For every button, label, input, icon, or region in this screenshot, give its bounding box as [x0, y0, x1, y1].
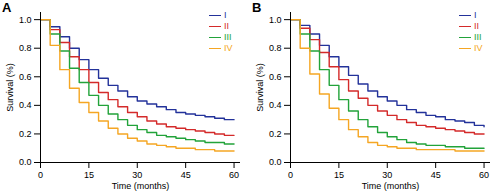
svg-text:0.6: 0.6 [19, 72, 32, 82]
svg-text:0: 0 [38, 170, 43, 180]
svg-text:Time (months): Time (months) [112, 181, 170, 191]
svg-text:15: 15 [334, 170, 344, 180]
svg-text:0.2: 0.2 [269, 129, 282, 139]
svg-text:30: 30 [382, 170, 392, 180]
html-text:I: I [474, 10, 477, 20]
svg-text:45: 45 [431, 170, 441, 180]
html-text:A: A [2, 0, 12, 15]
svg-text:60: 60 [479, 170, 489, 180]
html-text:II: II [224, 21, 229, 31]
svg-text:0.2: 0.2 [19, 129, 32, 139]
svg-text:Survival (%): Survival (%) [5, 63, 15, 112]
svg-text:0: 0 [288, 170, 293, 180]
html-text:II: II [474, 21, 479, 31]
html-text:I: I [224, 10, 227, 20]
svg-text:0.4: 0.4 [19, 100, 32, 110]
svg-text:0.8: 0.8 [19, 43, 32, 53]
svg-text:1.0: 1.0 [19, 15, 32, 25]
svg-text:45: 45 [181, 170, 191, 180]
svg-text:0.0: 0.0 [19, 157, 32, 167]
svg-text:15: 15 [84, 170, 94, 180]
svg-text:0.8: 0.8 [269, 43, 282, 53]
svg-text:Time (months): Time (months) [362, 181, 420, 191]
svg-text:0.4: 0.4 [269, 100, 282, 110]
html-text:B: B [252, 0, 262, 15]
html-text:III: III [224, 32, 232, 42]
svg-text:0.6: 0.6 [269, 72, 282, 82]
svg-text:0.0: 0.0 [269, 157, 282, 167]
html-text:IV: IV [474, 43, 483, 53]
svg-text:60: 60 [229, 170, 239, 180]
svg-text:1.0: 1.0 [269, 15, 282, 25]
svg-text:30: 30 [132, 170, 142, 180]
html-text:III: III [474, 32, 482, 42]
html-text:IV: IV [224, 43, 233, 53]
svg-text:Survival (%): Survival (%) [255, 63, 265, 112]
